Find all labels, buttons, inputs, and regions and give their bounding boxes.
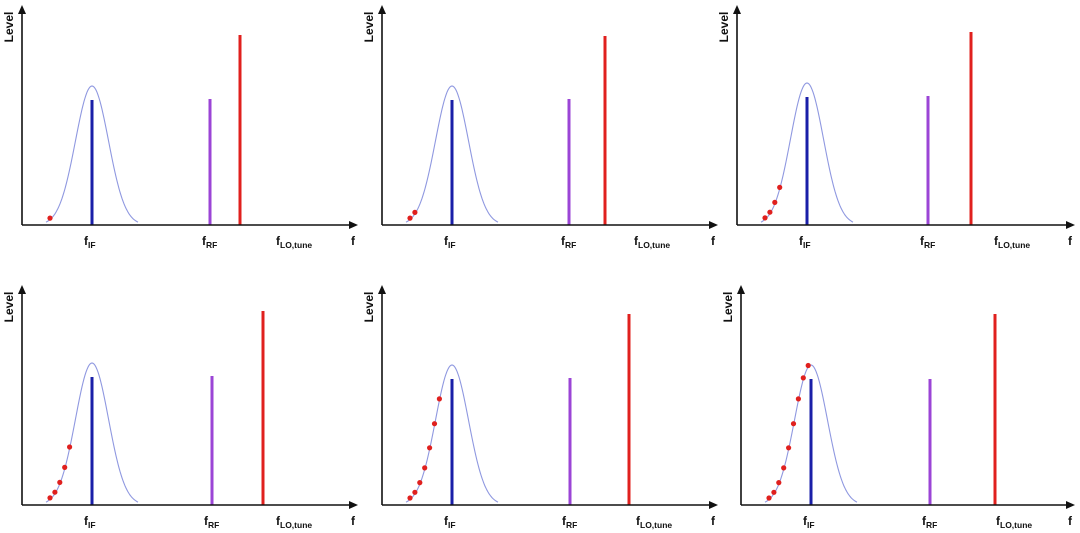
panel-2: Level f fIF fRF fLO,tune xyxy=(362,5,718,250)
y-axis-arrow-icon xyxy=(378,285,386,294)
sweep-dot xyxy=(431,421,438,427)
x-axis-arrow-icon xyxy=(349,221,358,229)
sweep-dot xyxy=(800,375,806,381)
f-rf-label: fRF xyxy=(920,234,935,250)
if-filter-curve xyxy=(764,364,858,503)
sweep-dot xyxy=(407,215,413,221)
sweep-dot xyxy=(57,479,63,485)
sweep-dot xyxy=(412,489,418,495)
y-axis-arrow-icon xyxy=(737,285,745,294)
f-lo-tune-label: fLO,tune xyxy=(996,514,1032,530)
y-axis-label: Level xyxy=(362,292,376,323)
panel-1: Level f fIF fRF fLO,tune xyxy=(2,5,358,250)
x-axis-arrow-icon xyxy=(349,501,358,509)
sweep-dot xyxy=(422,465,428,471)
sweep-dot xyxy=(771,489,777,495)
if-filter-curve xyxy=(45,362,139,503)
f-if-label: fIF xyxy=(803,514,815,530)
x-axis-label: f xyxy=(1068,514,1073,528)
panel-3: Level f fIF fRF fLO,tune xyxy=(717,5,1075,250)
f-rf-label: fRF xyxy=(562,514,577,530)
y-axis-label: Level xyxy=(362,12,376,43)
sweep-dot xyxy=(767,209,773,215)
sweep-dot xyxy=(427,445,433,451)
x-axis-label: f xyxy=(711,234,716,248)
sweep-dot xyxy=(805,362,811,369)
y-axis-label: Level xyxy=(721,292,735,323)
sweep-dot xyxy=(417,480,423,486)
y-axis-arrow-icon xyxy=(378,5,386,14)
f-rf-label: fRF xyxy=(561,234,576,250)
f-lo-tune-label: fLO,tune xyxy=(636,514,672,530)
sweep-dot xyxy=(436,396,442,402)
x-axis-arrow-icon xyxy=(1066,221,1075,229)
sweep-dot xyxy=(781,465,787,471)
y-axis-arrow-icon xyxy=(733,5,741,14)
y-axis-arrow-icon xyxy=(18,285,26,294)
f-if-label: fIF xyxy=(84,514,96,530)
panel-5: Level f fIF fRF fLO,tune xyxy=(362,285,718,530)
f-rf-label: fRF xyxy=(922,514,937,530)
panel-6: Level f fIF fRF fLO,tune xyxy=(721,285,1075,530)
sweep-dot xyxy=(777,184,783,190)
sweep-dot xyxy=(407,495,413,501)
sweep-dot xyxy=(795,396,802,402)
sweep-dot xyxy=(52,489,58,495)
f-if-label: fIF xyxy=(444,514,456,530)
y-axis-arrow-icon xyxy=(18,5,26,14)
sweep-dot xyxy=(776,480,782,486)
sweep-dot xyxy=(412,209,418,215)
x-axis-arrow-icon xyxy=(709,501,718,509)
f-lo-tune-label: fLO,tune xyxy=(276,234,312,250)
if-filter-curve xyxy=(405,364,499,503)
f-rf-label: fRF xyxy=(204,514,219,530)
panel-4: Level f fIF fRF fLO,tune xyxy=(2,285,358,530)
f-lo-tune-label: fLO,tune xyxy=(994,234,1030,250)
sweep-dot xyxy=(67,444,73,450)
sweep-dot xyxy=(766,495,772,501)
y-axis-label: Level xyxy=(2,292,16,323)
f-if-label: fIF xyxy=(84,234,96,250)
if-filter-curve xyxy=(45,85,139,223)
sweep-dot xyxy=(786,445,792,451)
x-axis-label: f xyxy=(351,514,356,528)
sweep-dot xyxy=(790,421,797,427)
if-filter-curve xyxy=(760,82,854,223)
f-lo-tune-label: fLO,tune xyxy=(276,514,312,530)
sweep-dot xyxy=(62,464,68,470)
y-axis-label: Level xyxy=(2,12,16,43)
sweep-dot xyxy=(762,215,768,221)
if-filter-curve xyxy=(405,85,499,223)
x-axis-arrow-icon xyxy=(709,221,718,229)
x-axis-label: f xyxy=(711,514,716,528)
f-if-label: fIF xyxy=(799,234,811,250)
x-axis-label: f xyxy=(1068,234,1073,248)
x-axis-label: f xyxy=(351,234,356,248)
f-lo-tune-label: fLO,tune xyxy=(634,234,670,250)
x-axis-arrow-icon xyxy=(1066,501,1075,509)
y-axis-label: Level xyxy=(717,12,731,43)
sweep-dot xyxy=(47,215,53,221)
sweep-dot xyxy=(772,199,778,205)
f-rf-label: fRF xyxy=(202,234,217,250)
sweep-dot xyxy=(47,495,53,501)
f-if-label: fIF xyxy=(444,234,456,250)
